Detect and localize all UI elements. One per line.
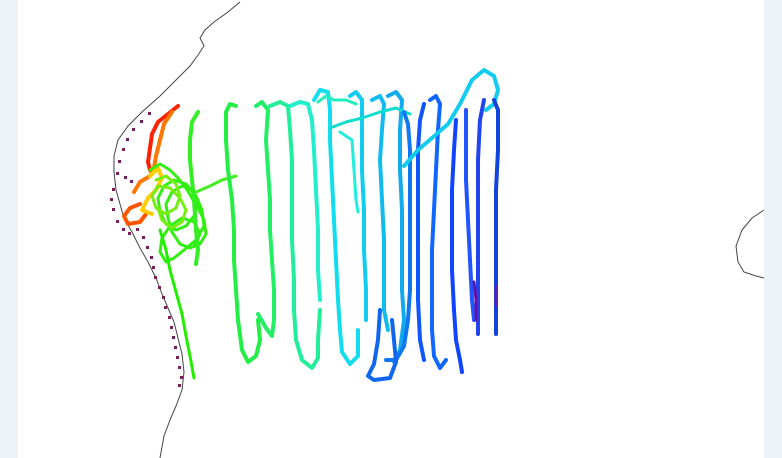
track-line-12 [428, 94, 448, 370]
track-line-7 [348, 90, 368, 322]
map-canvas [18, 0, 764, 458]
track-line-8 [370, 94, 390, 332]
coastline-west [113, 1, 241, 458]
track-orange-1 [132, 110, 174, 194]
track-line-diag-top [402, 68, 500, 168]
track-red-1 [146, 104, 180, 172]
track-green-tangle-2 [150, 174, 188, 230]
track-line-11 [366, 308, 398, 382]
track-line-3 [254, 100, 276, 338]
track-line-2 [224, 102, 262, 364]
track-line-15 [464, 108, 476, 322]
coastline-east [735, 209, 765, 279]
track-line-9 [386, 90, 406, 364]
track-purple-1 [472, 280, 478, 322]
track-line-1 [188, 110, 200, 266]
track-green-tangle [148, 162, 208, 264]
ship-tracks [122, 68, 500, 382]
observation-dots [110, 112, 183, 387]
track-orange-2 [122, 202, 148, 226]
track-line-mid-diag-2 [338, 130, 360, 214]
track-line-14 [450, 118, 464, 374]
track-green-south [158, 228, 196, 380]
track-line-13 [416, 102, 426, 362]
track-line-mid-diag [328, 106, 412, 130]
track-line-4 [268, 100, 322, 370]
track-line-10 [384, 110, 412, 362]
track-line-6 [312, 88, 360, 366]
track-line-5 [288, 100, 322, 302]
track-top-connect [316, 94, 358, 106]
track-line-16 [476, 98, 486, 336]
